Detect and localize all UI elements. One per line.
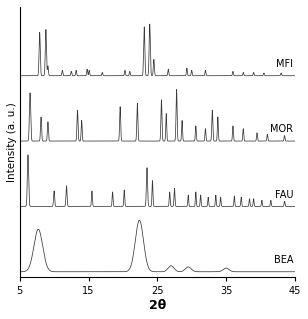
- Y-axis label: Intensity (a. u.): Intensity (a. u.): [7, 102, 17, 182]
- Text: FAU: FAU: [275, 189, 294, 199]
- X-axis label: 2θ: 2θ: [149, 299, 166, 312]
- Text: MFI: MFI: [277, 59, 294, 69]
- Text: BEA: BEA: [274, 255, 294, 265]
- Text: MOR: MOR: [270, 124, 294, 134]
